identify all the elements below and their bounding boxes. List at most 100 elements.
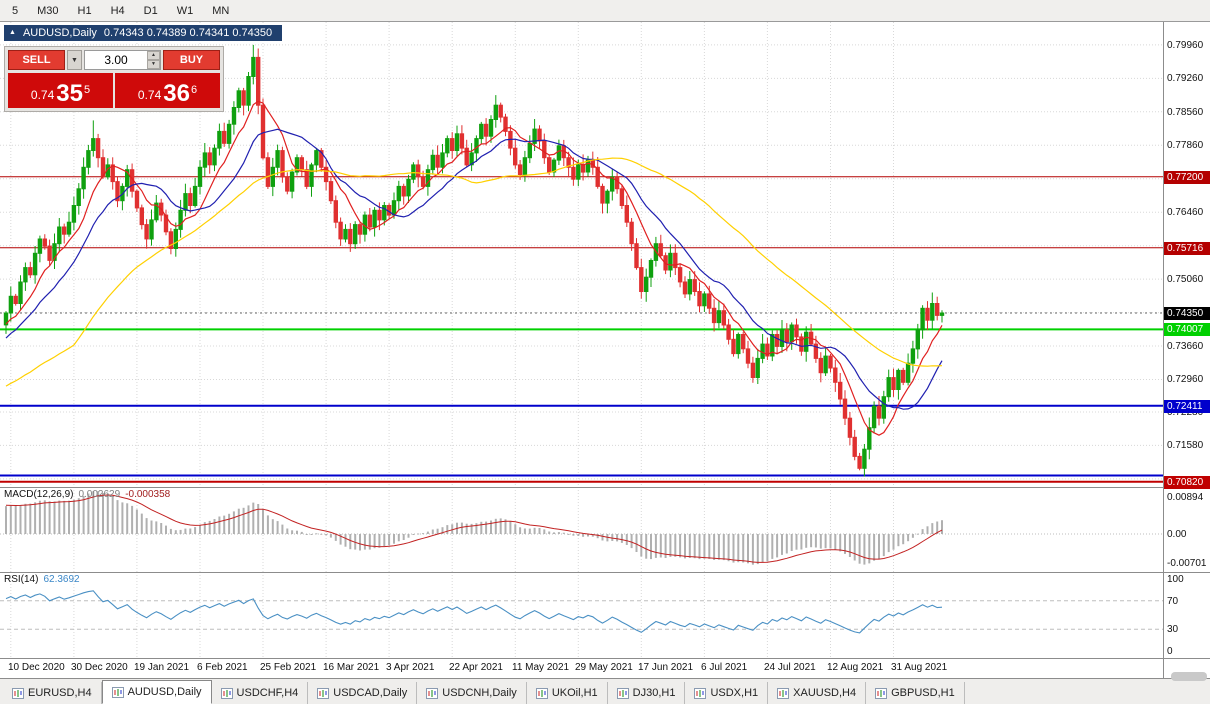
buy-price-pip: 6 [190, 84, 198, 96]
mini-chart-icon [535, 687, 548, 699]
timeframe-button-5[interactable]: 5 [4, 3, 26, 19]
chart-area: ▲ AUDUSD,Daily 0.74343 0.74389 0.74341 0… [0, 22, 1210, 678]
date-label: 29 May 2021 [575, 662, 633, 673]
chart-tab-eurusd-h4[interactable]: EURUSD,H4 [3, 682, 102, 704]
buy-price-big: 36 [163, 80, 190, 107]
chart-ohlc-values: 0.74343 0.74389 0.74341 0.74350 [103, 27, 273, 39]
price-tick: 0.72960 [1167, 374, 1204, 386]
buy-price-button[interactable]: 0.74 36 6 [115, 73, 220, 108]
volume-down-button[interactable]: ▼ [147, 60, 160, 69]
volume-input[interactable] [85, 51, 147, 69]
volume-spinner: ▲ ▼ [147, 51, 160, 69]
timeframe-button-h4[interactable]: H4 [103, 3, 133, 19]
collapse-icon: ▲ [9, 29, 16, 36]
mini-chart-icon [317, 687, 330, 699]
moving-average-line [5, 100, 943, 436]
chart-title-bar[interactable]: ▲ AUDUSD,Daily 0.74343 0.74389 0.74341 0… [4, 25, 283, 41]
moving-average-line [5, 128, 943, 410]
mini-chart-icon [111, 686, 124, 698]
rsi-axis-tick: 100 [1167, 574, 1184, 586]
buy-button[interactable]: BUY [163, 50, 220, 70]
volume-input-wrap: ▲ ▼ [84, 50, 161, 70]
rsi-line [5, 590, 943, 634]
date-label: 10 Dec 2020 [8, 662, 65, 673]
rsi-label: RSI(14) 62.3692 [4, 574, 80, 585]
tab-label: DJ30,H1 [632, 687, 676, 699]
price-tick: 0.76460 [1167, 207, 1204, 219]
sell-price-prefix: 0.74 [30, 88, 55, 102]
price-tick: 0.77860 [1167, 140, 1204, 152]
chart-tab-bar: EURUSD,H4 AUDUSD,Daily USDCHF,H4 USDCAD,Dai… [0, 678, 1210, 704]
timeframe-button-w1[interactable]: W1 [169, 3, 202, 19]
axis-separator [0, 658, 1210, 659]
chart-tab-usdcad-daily[interactable]: USDCAD,Daily [308, 682, 418, 704]
macd-axis-tick: -0.00701 [1167, 557, 1207, 569]
rsi-axis-tick: 30 [1167, 624, 1179, 636]
rsi-axis-tick: 70 [1167, 595, 1179, 607]
macd-name: MACD(12,26,9) [4, 489, 74, 500]
date-label: 6 Feb 2021 [197, 662, 248, 673]
chart-tab-gbpusd-h1[interactable]: GBPUSD,H1 [866, 682, 965, 704]
sell-button[interactable]: SELL [8, 50, 65, 70]
chart-tab-dj30-h1[interactable]: DJ30,H1 [608, 682, 686, 704]
rsi-pane: RSI(14) 62.3692 [0, 572, 1163, 658]
one-click-trading-widget: SELL ▼ ▲ ▼ BUY 0.74 [4, 46, 224, 112]
date-label: 19 Jan 2021 [134, 662, 190, 673]
chart-tab-usdcnh-daily[interactable]: USDCNH,Daily [417, 682, 527, 704]
chart-tab-ukoil-h1[interactable]: UKOil,H1 [527, 682, 608, 704]
sell-price-button[interactable]: 0.74 35 5 [8, 73, 113, 108]
chart-tab-usdx-h1[interactable]: USDX,H1 [685, 682, 769, 704]
tab-label: XAUUSD,H4 [793, 687, 857, 699]
macd-main-value: 0.002629 [78, 489, 121, 500]
level-price-badge: 0.72411 [1164, 399, 1210, 413]
macd-signal-value: -0.000358 [125, 489, 171, 500]
mini-chart-icon [694, 687, 707, 699]
horizontal-scrollbar-thumb[interactable] [1171, 672, 1207, 681]
mini-chart-icon [12, 687, 24, 699]
timeframe-button-mn[interactable]: MN [204, 3, 237, 19]
chart-tab-xauusd-h4[interactable]: XAUUSD,H4 [768, 682, 867, 704]
mini-chart-icon [426, 687, 439, 699]
price-tick: 0.71580 [1167, 440, 1204, 452]
date-label: 30 Dec 2020 [71, 662, 128, 673]
price-chart-canvas[interactable] [0, 22, 1163, 487]
current-price-badge: 0.74350 [1164, 307, 1210, 321]
level-price-badge: 0.77200 [1164, 170, 1210, 184]
moving-average-line [5, 157, 943, 387]
date-label: 17 Jun 2021 [638, 662, 694, 673]
sell-price-pip: 5 [83, 84, 91, 96]
tab-label: USDX,H1 [710, 687, 759, 699]
volume-dropdown-button[interactable]: ▼ [67, 50, 82, 70]
timeframe-button-d1[interactable]: D1 [136, 3, 166, 19]
level-price-badge: 0.75716 [1164, 241, 1210, 255]
chart-tab-usdchf-h4[interactable]: USDCHF,H4 [212, 682, 309, 704]
date-label: 11 May 2021 [512, 662, 570, 673]
volume-up-button[interactable]: ▲ [147, 51, 160, 60]
pane-separator[interactable] [0, 487, 1210, 488]
tab-label: AUDUSD,Daily [127, 686, 202, 698]
macd-axis-tick: 0.00894 [1167, 492, 1204, 503]
price-chart-pane: ▲ AUDUSD,Daily 0.74343 0.74389 0.74341 0… [0, 22, 1163, 487]
rsi-value: 62.3692 [43, 574, 80, 585]
rsi-canvas[interactable] [0, 572, 1163, 658]
tab-label: USDCNH,Daily [442, 687, 517, 699]
price-tick: 0.79960 [1167, 39, 1204, 51]
chart-tab-audusd-daily[interactable]: AUDUSD,Daily [101, 680, 212, 704]
macd-label: MACD(12,26,9) 0.002629 -0.000358 [4, 489, 170, 500]
time-axis[interactable]: 10 Dec 2020 30 Dec 2020 19 Jan 2021 6 Feb 2… [0, 658, 1163, 678]
date-label: 16 Mar 2021 [323, 662, 380, 673]
date-label: 3 Apr 2021 [386, 662, 435, 673]
macd-canvas[interactable] [0, 487, 1163, 572]
pane-separator[interactable] [0, 572, 1210, 573]
date-label: 24 Jul 2021 [764, 662, 816, 673]
chart-symbol-label: AUDUSD,Daily [22, 27, 97, 39]
timeframe-button-m30[interactable]: M30 [29, 3, 66, 19]
timeframe-button-h1[interactable]: H1 [70, 3, 100, 19]
level-price-badge: 0.70820 [1164, 475, 1210, 489]
date-label: 25 Feb 2021 [260, 662, 317, 673]
tab-label: USDCHF,H4 [236, 687, 299, 699]
macd-pane: MACD(12,26,9) 0.002629 -0.000358 [0, 487, 1163, 572]
mini-chart-icon [777, 687, 790, 699]
price-axis[interactable]: 0.79960 0.79260 0.78560 0.77860 0.76460 0.750… [1163, 22, 1210, 678]
